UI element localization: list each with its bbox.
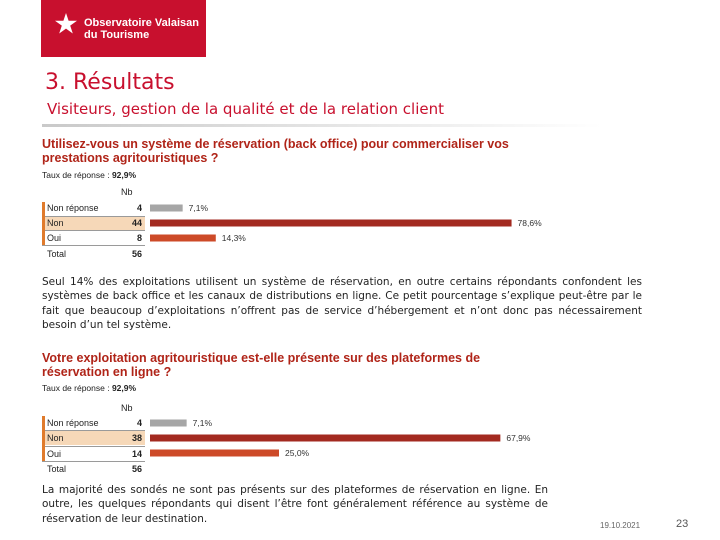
chart1-taux-label: Taux de réponse : <box>42 170 112 180</box>
chart2-response-rate: Taux de réponse : 92,9% <box>42 383 136 393</box>
chart1-separator <box>42 245 145 246</box>
chart2-separator <box>42 430 145 431</box>
footer-date: 19.10.2021 <box>600 521 641 530</box>
star-icon <box>55 13 77 34</box>
chart1-bar-label: 78,6% <box>518 218 543 228</box>
chart1-separator <box>42 216 145 217</box>
chart2-total-label: Total <box>47 464 67 474</box>
logo-line2: du Tourisme <box>84 29 150 41</box>
chart2-taux-value: 92,9% <box>111 383 137 393</box>
chart1-title: Utilisez-vous un système de réservation … <box>42 137 509 165</box>
chart1-bar-label: 7,1% <box>189 203 209 213</box>
paragraph-1: Seul 14% des exploitations utilisent un … <box>42 276 642 331</box>
page-title: 3. Résultats <box>45 70 175 95</box>
chart1-row-label: Oui <box>47 233 62 243</box>
chart2-bar <box>150 449 279 457</box>
chart2-title: Votre exploitation agritouristique est-e… <box>42 351 481 379</box>
chart1-total-value: 56 <box>131 249 142 259</box>
title-divider <box>42 124 602 127</box>
chart1-row-label: Non réponse <box>47 203 99 213</box>
page-number: 23 <box>676 518 689 530</box>
chart2-bar-label: 25,0% <box>285 448 310 458</box>
chart2-taux-label: Taux de réponse : <box>42 383 112 393</box>
chart1-row-label: Non <box>47 218 64 228</box>
chart2-row-marker <box>42 416 45 461</box>
chart1-row-count: 8 <box>136 233 142 243</box>
chart1-row-highlight <box>42 217 145 230</box>
chart2-row-highlight <box>42 431 145 445</box>
logo: Observatoire Valaisan du Tourisme <box>41 0 206 57</box>
chart2-separator <box>42 446 145 447</box>
chart1-separator <box>42 230 145 231</box>
chart1-taux-value: 92,9% <box>111 170 137 180</box>
chart1-row-count: 44 <box>131 218 142 228</box>
chart1-bar <box>150 234 216 242</box>
chart2-bar <box>150 434 501 442</box>
page-subtitle: Visiteurs, gestion de la qualité et de l… <box>47 100 445 118</box>
chart2-bar-label: 7,1% <box>193 418 213 428</box>
chart2-row-label: Oui <box>47 449 62 459</box>
chart2-row-count: 38 <box>131 433 142 443</box>
chart2-nb-header: Nb <box>121 403 133 413</box>
chart2-row-count: 14 <box>131 449 142 459</box>
chart2-row-label: Non réponse <box>47 418 99 428</box>
chart1-total-label: Total <box>47 249 67 259</box>
chart1-bar-label: 14,3% <box>222 233 247 243</box>
chart2-separator <box>42 461 145 462</box>
chart1-row-marker <box>42 202 45 245</box>
chart1-row-count: 4 <box>136 203 142 213</box>
chart2-total-value: 56 <box>131 464 142 474</box>
chart2-row-count: 4 <box>136 418 142 428</box>
chart1-nb-header: Nb <box>121 187 133 197</box>
logo-line1: Observatoire Valaisan <box>84 17 199 29</box>
chart2-row-label: Non <box>47 433 64 443</box>
chart2-bar-label: 67,9% <box>506 433 531 443</box>
chart2-bar <box>150 419 187 427</box>
logo-text: Observatoire Valaisan du Tourisme <box>84 17 199 41</box>
chart1-bar <box>150 219 512 227</box>
paragraph-2: La majorité des sondés ne sont pas prése… <box>42 484 548 525</box>
chart1-bar <box>150 204 183 212</box>
chart1-response-rate: Taux de réponse : 92,9% <box>42 170 136 180</box>
